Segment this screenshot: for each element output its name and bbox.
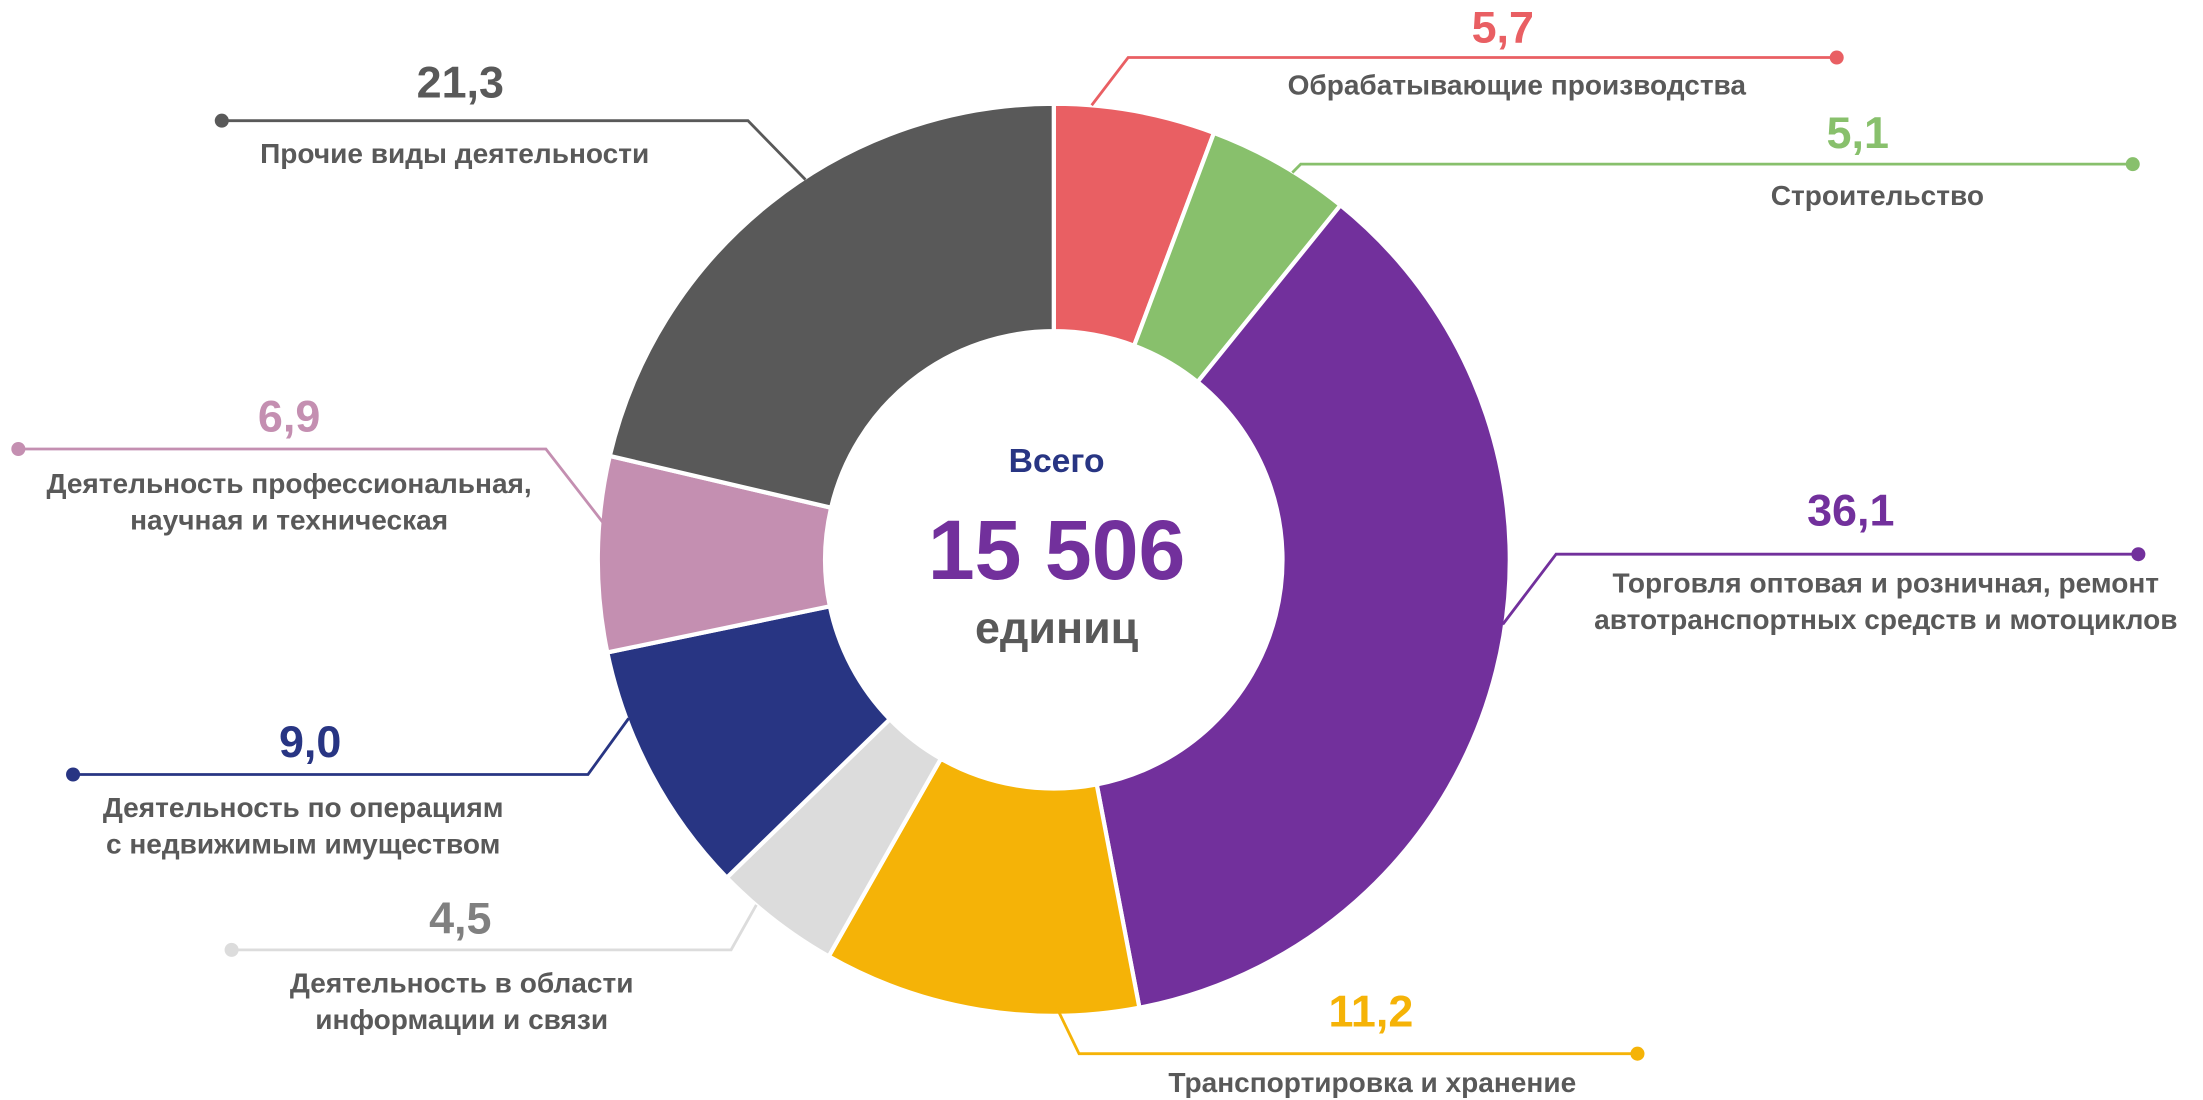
category-label: автотранспортных средств и мотоциклов: [1594, 604, 2177, 635]
value-label: 9,0: [279, 716, 341, 767]
category-label: Деятельность в области: [290, 967, 634, 998]
leader-dot: [2131, 547, 2146, 562]
category-label: научная и техническая: [130, 504, 448, 535]
leader-dot: [2125, 157, 2140, 172]
leader-line: [1055, 1006, 1638, 1056]
value-label: 11,2: [1328, 985, 1413, 1036]
value-label: 36,1: [1807, 484, 1894, 535]
category-label: Прочие виды деятельности: [260, 138, 649, 169]
category-label: Обрабатывающие производства: [1288, 69, 1747, 100]
leader-dot: [11, 441, 26, 456]
category-label: Торговля оптовая и розничная, ремонт: [1613, 567, 2160, 598]
leader-line: [73, 717, 630, 776]
category-label: с недвижимым имуществом: [106, 828, 500, 859]
category-label: Транспортировка и хранение: [1168, 1067, 1576, 1098]
leader-dot: [224, 942, 239, 957]
leader-line: [18, 447, 611, 532]
category-label: Строительство: [1771, 180, 1984, 211]
center-total: 15 506: [928, 503, 1185, 597]
center-label: Всего: [1009, 443, 1105, 480]
donut-slice: [607, 101, 1056, 511]
leader-line: [231, 904, 758, 952]
value-label: 5,7: [1472, 2, 1534, 53]
value-label: 6,9: [258, 390, 320, 441]
category-label: Деятельность профессиональная,: [47, 468, 532, 499]
donut-slice: [1094, 202, 1512, 1011]
leader-dot: [1829, 50, 1844, 65]
category-label: Деятельность по операциям: [103, 792, 504, 823]
leader-line: [1501, 552, 2139, 626]
leader-dot: [1630, 1046, 1645, 1061]
leader-dot: [66, 767, 81, 782]
value-label: 21,3: [417, 56, 504, 107]
category-label: информации и связи: [315, 1004, 608, 1035]
leader-line: [1291, 162, 2133, 174]
leader-dot: [214, 113, 229, 128]
value-label: 5,1: [1827, 107, 1889, 158]
center-unit: единиц: [975, 602, 1139, 653]
leader-line: [221, 119, 807, 181]
value-label: 4,5: [429, 893, 491, 944]
leader-line: [1090, 56, 1837, 107]
